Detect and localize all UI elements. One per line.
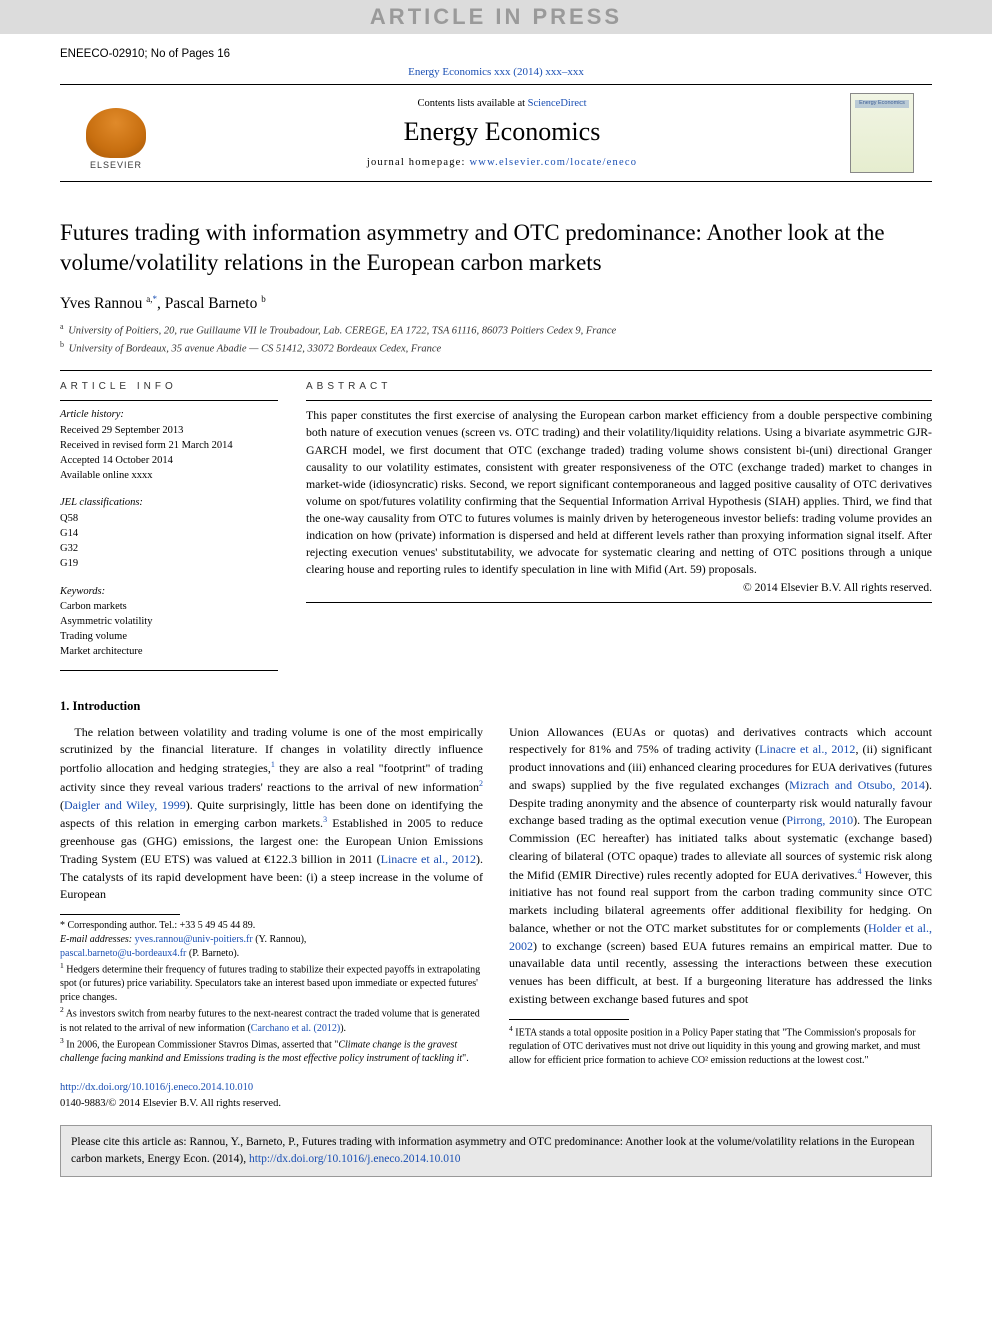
affil-a: University of Poitiers, 20, rue Guillaum… <box>68 325 616 336</box>
jel-label: JEL classifications: <box>60 495 278 510</box>
article-info-col: article info Article history: Received 2… <box>60 381 278 670</box>
doc-id-row: ENEECO-02910; No of Pages 16 <box>0 34 992 64</box>
email2-who: (P. Barneto). <box>186 948 239 959</box>
cover-title: Energy Economics <box>855 100 909 106</box>
accepted: Accepted 14 October 2014 <box>60 453 278 468</box>
journal-homepage: journal homepage: www.elsevier.com/locat… <box>162 157 842 168</box>
email1-who: (Y. Rannou), <box>253 934 307 945</box>
footnote-1: Hedgers determine their frequency of fut… <box>60 964 480 1003</box>
doc-id: ENEECO-02910; No of Pages 16 <box>60 48 230 60</box>
sciencedirect-link[interactable]: ScienceDirect <box>528 98 587 109</box>
cite-box: Please cite this article as: Rannou, Y.,… <box>60 1125 932 1176</box>
article-history: Article history: Received 29 September 2… <box>60 400 278 483</box>
contents-available: Contents lists available at ScienceDirec… <box>162 98 842 109</box>
ref-pirrong[interactable]: Pirrong, 2010 <box>786 813 853 827</box>
email-label: E-mail addresses: <box>60 934 135 945</box>
abstract-copyright: © 2014 Elsevier B.V. All rights reserved… <box>306 582 932 594</box>
info-abstract-row: article info Article history: Received 2… <box>60 381 932 670</box>
article-in-press-watermark: ARTICLE IN PRESS <box>0 0 992 34</box>
footnote-rule-left <box>60 914 180 915</box>
email-rannou[interactable]: yves.rannou@univ-poitiers.fr <box>135 934 253 945</box>
jel-0: Q58 <box>60 511 278 526</box>
journal-band: ELSEVIER Contents lists available at Sci… <box>60 84 932 182</box>
ref-carchano[interactable]: Carchano et al. (2012) <box>251 1023 340 1034</box>
article-title: Futures trading with information asymmet… <box>60 218 932 278</box>
corresponding-author: * Corresponding author. Tel.: +33 5 49 4… <box>60 919 483 933</box>
kw-1: Asymmetric volatility <box>60 614 278 629</box>
p2f: ) to exchange (screen) based EUA futures… <box>509 939 932 1006</box>
ref-linacre-1[interactable]: Linacre et al., 2012 <box>381 852 476 866</box>
abstract-head: abstract <box>306 381 932 392</box>
keywords-block: Keywords: Carbon markets Asymmetric vola… <box>60 584 278 660</box>
jel-3: G19 <box>60 556 278 571</box>
available-online: Available online xxxx <box>60 468 278 483</box>
footnote-4: IETA stands a total opposite position in… <box>509 1027 920 1066</box>
history-label: Article history: <box>60 407 278 422</box>
elsevier-wordmark: ELSEVIER <box>90 160 142 170</box>
author-1: Yves Rannou <box>60 295 142 312</box>
body-p1: The relation between volatility and trad… <box>60 724 483 905</box>
abstract-bottom-rule <box>306 602 932 603</box>
cite-prefix: Please cite this article as: Rannou, Y.,… <box>71 1136 914 1165</box>
author-sep: , <box>157 295 165 312</box>
fn-ref-2[interactable]: 2 <box>479 779 483 788</box>
top-journal-ref[interactable]: Energy Economics xxx (2014) xxx–xxx <box>408 66 584 78</box>
jel-1: G14 <box>60 526 278 541</box>
doi-block: http://dx.doi.org/10.1016/j.eneco.2014.1… <box>60 1080 483 1111</box>
footnotes-left: * Corresponding author. Tel.: +33 5 49 4… <box>60 919 483 1066</box>
revised: Received in revised form 21 March 2014 <box>60 438 278 453</box>
article-info-head: article info <box>60 381 278 392</box>
body-p2: Union Allowances (EUAs or quotas) and de… <box>509 724 932 1009</box>
elsevier-tree-icon <box>86 108 146 158</box>
rule-above-info <box>60 370 932 371</box>
abstract-text: This paper constitutes the first exercis… <box>306 407 932 578</box>
authors: Yves Rannou a,*, Pascal Barneto b <box>60 294 932 313</box>
section-1-head: 1. Introduction <box>60 699 932 714</box>
abstract-col: abstract This paper constitutes the firs… <box>306 381 932 670</box>
ref-daigler[interactable]: Daigler and Wiley, 1999 <box>64 798 186 812</box>
received: Received 29 September 2013 <box>60 423 278 438</box>
elsevier-logo: ELSEVIER <box>70 96 162 170</box>
jel-2: G32 <box>60 541 278 556</box>
footnote-3a: In 2006, the European Commissioner Stavr… <box>66 1039 338 1050</box>
kw-3: Market architecture <box>60 644 278 659</box>
kw-2: Trading volume <box>60 629 278 644</box>
footnote-rule-right <box>509 1019 629 1020</box>
doi-copyright: 0140-9883/© 2014 Elsevier B.V. All right… <box>60 1096 483 1112</box>
affil-b: University of Bordeaux, 35 avenue Abadie… <box>69 343 442 354</box>
doi-link[interactable]: http://dx.doi.org/10.1016/j.eneco.2014.1… <box>60 1082 253 1093</box>
footnotes-right: 4 IETA stands a total opposite position … <box>509 1024 932 1068</box>
ref-linacre-2[interactable]: Linacre et al., 2012 <box>759 742 855 756</box>
keywords-label: Keywords: <box>60 584 278 599</box>
jel-block: JEL classifications: Q58 G14 G32 G19 <box>60 495 278 571</box>
homepage-link[interactable]: www.elsevier.com/locate/eneco <box>470 157 638 168</box>
journal-name: Energy Economics <box>162 117 842 147</box>
kw-0: Carbon markets <box>60 599 278 614</box>
info-bottom-rule <box>60 670 278 671</box>
ref-mizrach[interactable]: Mizrach and Otsubo, 2014 <box>789 778 925 792</box>
body-columns: The relation between volatility and trad… <box>60 724 932 1112</box>
affiliations: a University of Poitiers, 20, rue Guilla… <box>60 321 932 356</box>
email-barneto[interactable]: pascal.barneto@u-bordeaux4.fr <box>60 948 186 959</box>
homepage-prefix: journal homepage: <box>367 157 470 168</box>
footnote-2b: ). <box>340 1023 346 1034</box>
author-2: Pascal Barneto <box>165 295 258 312</box>
contents-prefix: Contents lists available at <box>417 98 527 109</box>
journal-cover-thumb: Energy Economics <box>842 93 922 173</box>
cite-doi-link[interactable]: http://dx.doi.org/10.1016/j.eneco.2014.1… <box>249 1153 461 1165</box>
author-2-affil: b <box>261 294 266 304</box>
footnote-3b: ". <box>462 1053 469 1064</box>
